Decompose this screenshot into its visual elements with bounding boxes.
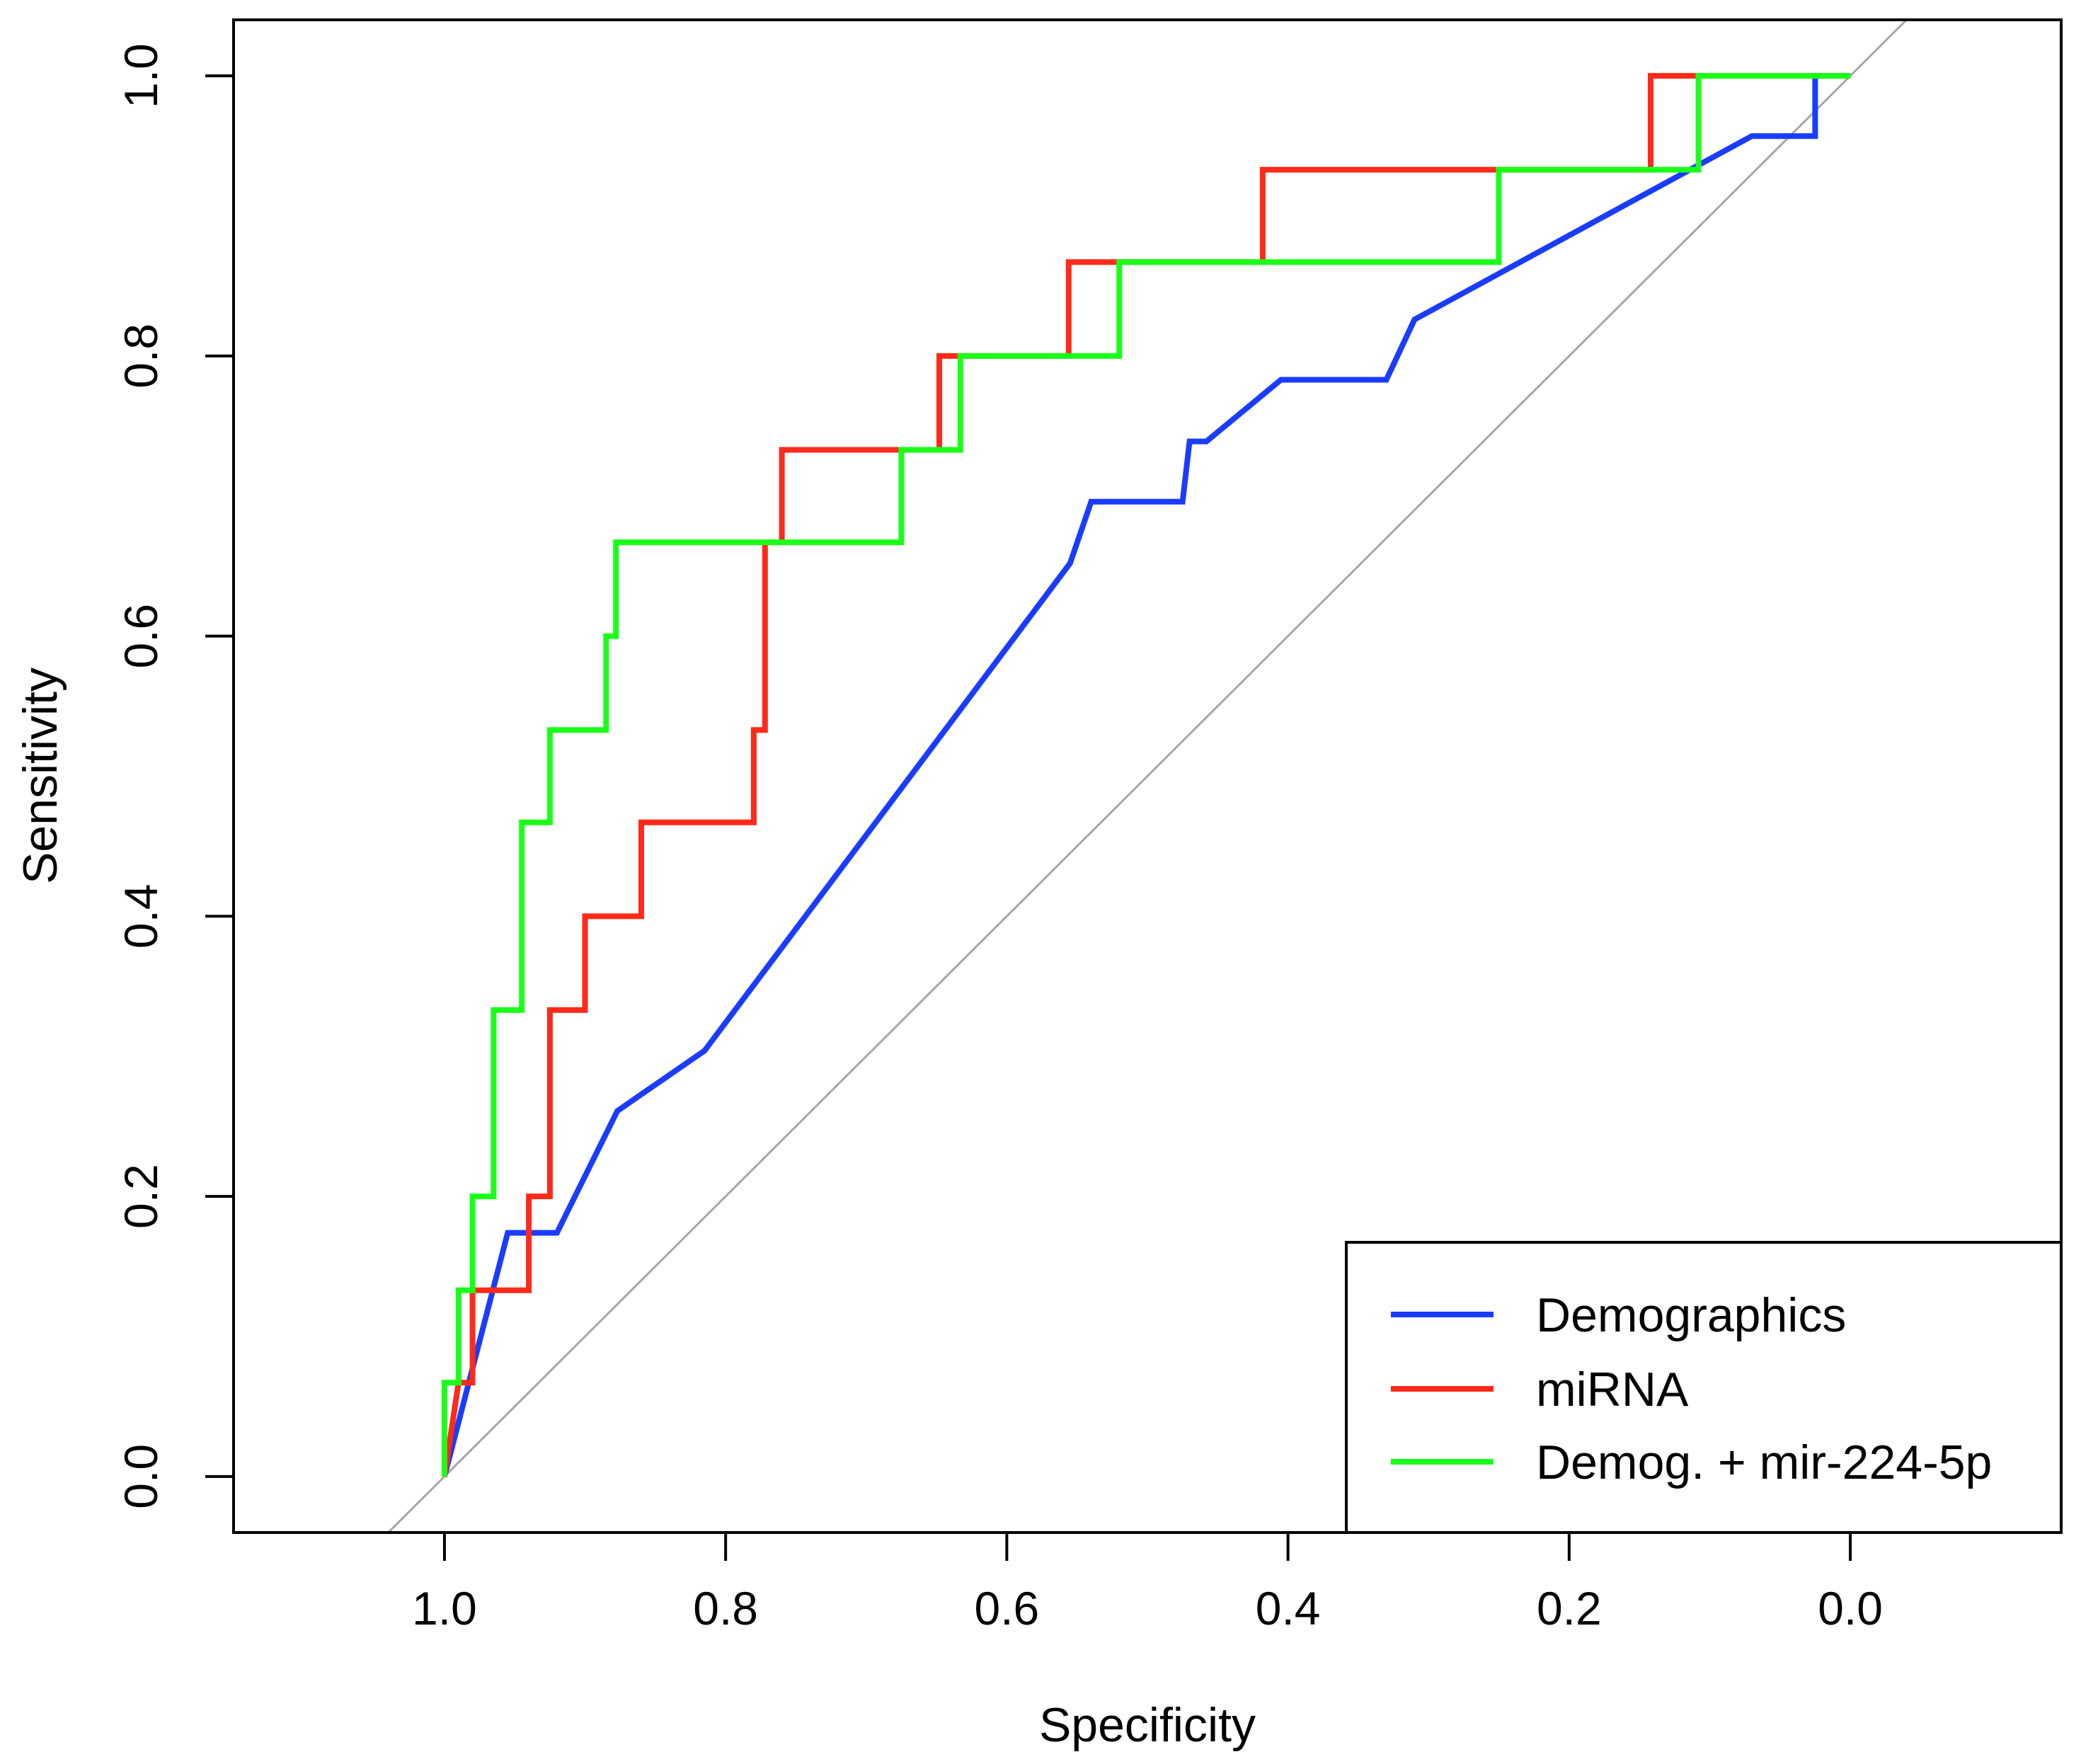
y-tick-label: 1.0 — [115, 43, 167, 108]
series-line-demog-mir-224-5p — [441, 73, 1851, 1477]
series-line-demographics — [442, 73, 1851, 1477]
x-tick-label: 0.6 — [975, 1582, 1040, 1634]
legend-label-demographics: Demographics — [1536, 1288, 1846, 1342]
reference-diagonal-line — [387, 20, 1908, 1533]
x-tick-label: 0.0 — [1818, 1582, 1883, 1634]
x-axis-title: Specificity — [1039, 1698, 1256, 1752]
x-tick-label: 1.0 — [412, 1582, 477, 1634]
legend-label-mirna: miRNA — [1536, 1363, 1689, 1416]
y-tick-label: 0.4 — [115, 883, 167, 949]
legend-label-demog-mir-224-5p: Demog. + mir-224-5p — [1536, 1436, 1992, 1489]
x-tick-label: 0.4 — [1256, 1582, 1321, 1634]
y-tick-label: 0.8 — [115, 323, 167, 389]
y-axis-title: Sensitivity — [13, 668, 67, 884]
y-tick-label: 0.0 — [115, 1444, 167, 1509]
x-tick-label: 0.8 — [693, 1582, 758, 1634]
y-tick-label: 0.2 — [115, 1164, 167, 1229]
x-tick-label: 0.2 — [1537, 1582, 1602, 1634]
y-tick-label: 0.6 — [115, 604, 167, 669]
legend: Demographics miRNA Demog. + mir-224-5p — [1345, 1241, 2063, 1534]
